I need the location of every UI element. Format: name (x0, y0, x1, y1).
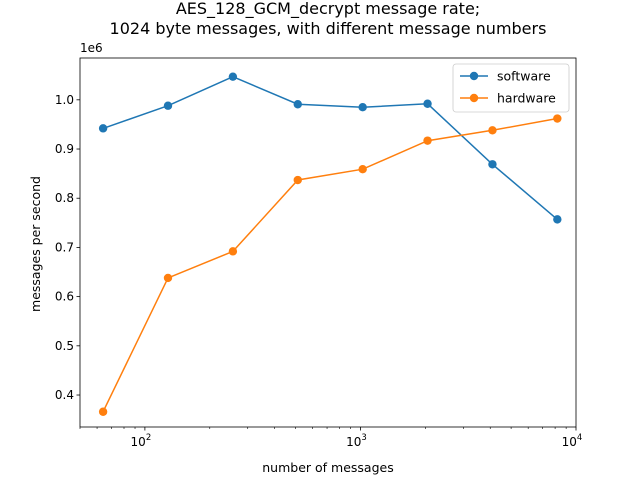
data-point-hardware (98, 407, 108, 416)
x-tick-label-base: 10 (346, 435, 361, 449)
legend-marker-hardware (469, 93, 479, 103)
y-tick-label: 0.9 (55, 142, 74, 156)
y-tick-label: 0.6 (55, 290, 74, 304)
data-point-hardware (228, 247, 238, 256)
y-tick-label: 0.8 (55, 191, 74, 205)
chart-title-line-1: AES_128_GCM_decrypt message rate; (176, 0, 480, 19)
x-axis-label: number of messages (262, 460, 393, 475)
x-tick-label-base: 10 (131, 435, 146, 449)
y-axis-offset-label: 1e6 (80, 41, 103, 55)
x-tick-label: 102 (131, 433, 152, 449)
data-point-software (163, 101, 173, 110)
data-point-hardware (423, 136, 432, 145)
legend-marker-software (469, 71, 479, 81)
data-point-software (228, 72, 238, 81)
data-point-hardware (488, 126, 497, 135)
x-tick-label-exponent: 3 (361, 433, 366, 443)
x-tick-label-exponent: 2 (146, 433, 151, 443)
x-tick-label: 104 (562, 433, 583, 449)
data-point-software (293, 100, 302, 109)
data-point-hardware (293, 175, 302, 185)
y-tick-label: 0.5 (55, 339, 74, 353)
x-tick-label-exponent: 4 (577, 433, 582, 443)
data-point-software (488, 160, 497, 169)
axes-frame (79, 57, 577, 428)
data-point-software (553, 215, 562, 224)
data-point-software (423, 99, 432, 108)
legend-label-software: software (497, 69, 551, 84)
y-axis-label: messages per second (28, 176, 43, 312)
legend-label-hardware: hardware (497, 91, 556, 106)
data-point-hardware (553, 114, 562, 123)
series-line-hardware (102, 117, 558, 413)
y-tick-label: 0.4 (55, 388, 74, 402)
data-point-hardware (163, 273, 173, 283)
y-tick-label: 0.7 (55, 240, 74, 254)
data-point-hardware (358, 164, 367, 174)
chart-title-line-2: 1024 byte messages, with different messa… (110, 19, 547, 38)
series-line-software (102, 75, 558, 220)
legend: software hardware (452, 63, 570, 113)
data-point-software (358, 103, 367, 112)
y-tick-label: 1.0 (55, 93, 74, 107)
data-point-software (98, 124, 108, 133)
x-tick-label-base: 10 (562, 435, 577, 449)
x-tick-label: 103 (346, 433, 367, 449)
